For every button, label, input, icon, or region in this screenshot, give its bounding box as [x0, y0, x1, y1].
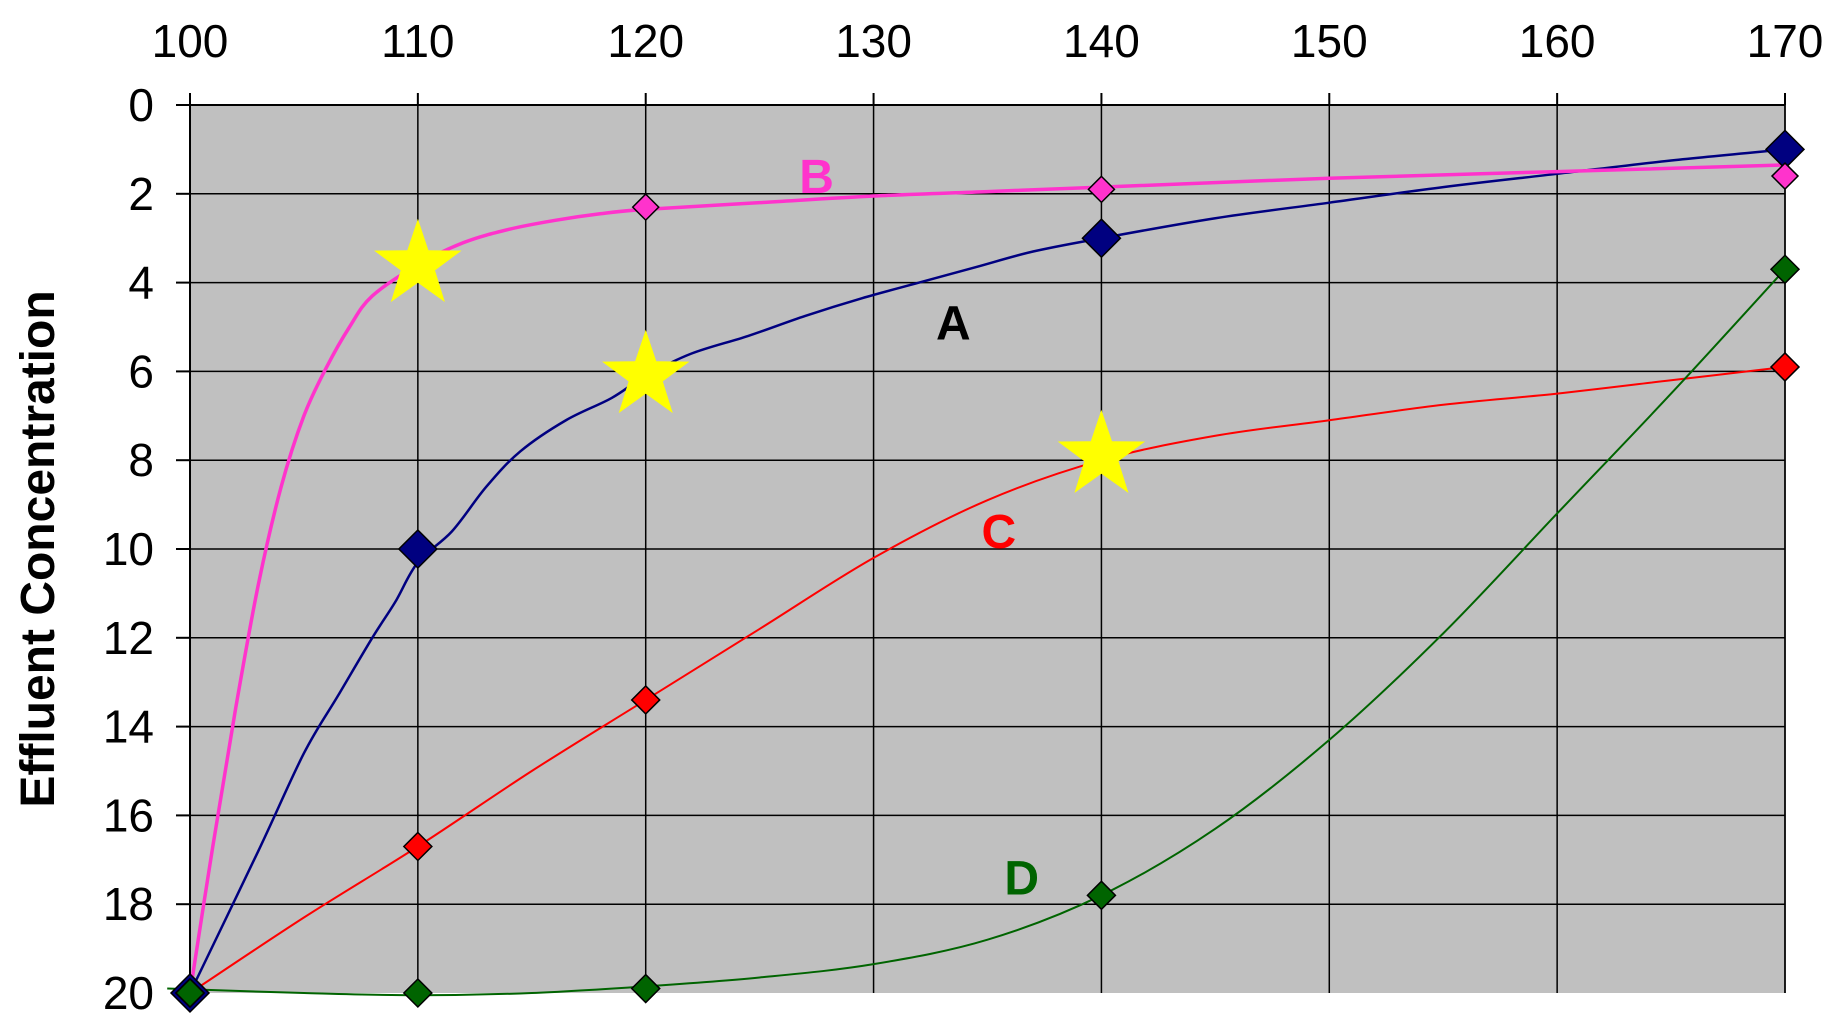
marker-D	[630, 973, 661, 1004]
star-marker	[602, 329, 690, 414]
marker-D	[1769, 254, 1801, 285]
series-line-A	[188, 148, 1786, 994]
y-tick-labels: 0 2 4 6 8 10 12 14 16 18 20	[103, 79, 154, 1018]
series-line-C	[189, 365, 1786, 994]
series-line-B	[188, 163, 1786, 994]
y-tick-label: 20	[103, 967, 154, 1018]
y-axis-title: Effluent Concentration	[12, 290, 65, 807]
marker-A	[397, 528, 438, 570]
data-markers	[169, 129, 1806, 1014]
marker-B	[631, 193, 660, 222]
x-tick-labels: 100 110 120 130 140 150 160 170	[152, 15, 1824, 67]
marker-B	[1087, 175, 1116, 204]
x-tick-label: 100	[152, 15, 229, 67]
y-tick-label: 10	[103, 523, 154, 575]
y-tick-label: 6	[128, 345, 154, 397]
marker-B	[1770, 161, 1800, 191]
series-label-C: C	[982, 506, 1017, 559]
series-lines	[167, 148, 1786, 997]
series-label-B: B	[799, 151, 834, 204]
star-marker	[374, 218, 462, 303]
marker-C	[402, 831, 433, 862]
series-label-A: A	[936, 298, 971, 351]
marker-C	[630, 684, 661, 716]
x-tick-label: 130	[835, 15, 912, 67]
y-tick-label: 12	[103, 612, 154, 664]
y-tick-label: 14	[103, 701, 154, 753]
marker-D	[1086, 880, 1117, 911]
marker-D	[174, 977, 206, 1009]
axes	[176, 93, 1786, 994]
gridlines	[190, 105, 1786, 993]
y-tick-label: 18	[103, 878, 154, 930]
x-tick-label: 140	[1063, 15, 1140, 67]
marker-A	[1081, 218, 1122, 259]
star-markers	[374, 218, 1146, 493]
x-tick-label: 160	[1519, 15, 1596, 67]
marker-C	[1769, 351, 1801, 383]
y-tick-label: 8	[128, 434, 154, 486]
y-tick-label: 2	[128, 168, 154, 220]
x-tick-label: 150	[1291, 15, 1368, 67]
y-tick-label: 4	[128, 257, 154, 309]
series-label-D: D	[1004, 853, 1039, 906]
star-marker	[1057, 409, 1146, 493]
x-tick-label: 110	[381, 15, 454, 67]
y-tick-label: 0	[128, 79, 154, 131]
x-tick-label: 120	[607, 15, 684, 67]
y-tick-label: 16	[103, 789, 154, 841]
x-tick-label: 170	[1747, 15, 1824, 67]
series-line-D	[167, 268, 1786, 997]
series-labels: A B C D	[799, 151, 1039, 906]
marker-D	[402, 977, 433, 1009]
